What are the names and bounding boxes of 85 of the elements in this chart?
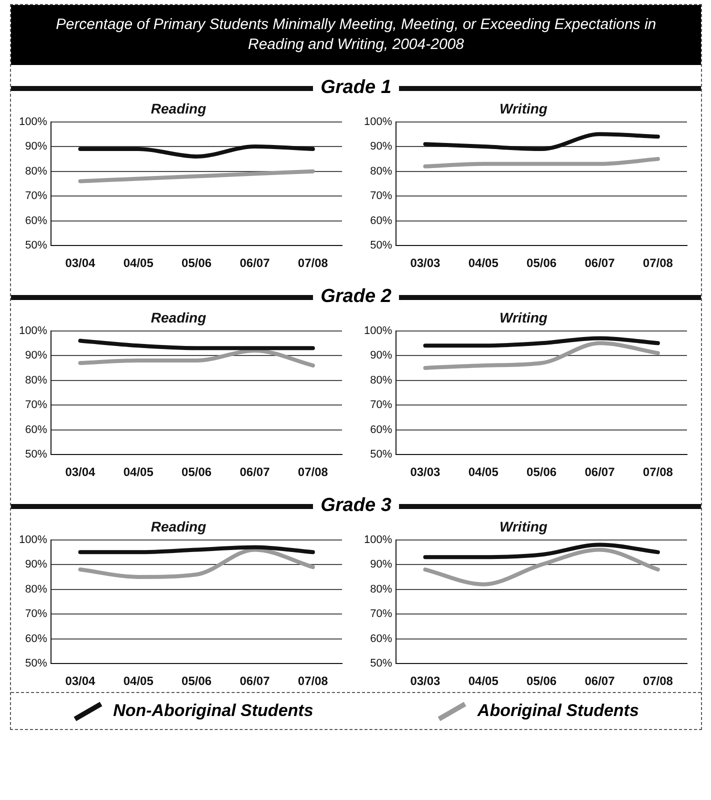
y-tick-label: 70% [370,399,392,412]
y-tick-label: 100% [18,324,48,337]
y-tick-label: 100% [364,534,392,546]
y-tick-label: 70% [25,399,48,412]
y-tick-label: 100% [364,116,392,128]
y-tick-label: 90% [370,350,392,362]
x-tick-label: 05/06 [526,465,557,480]
line-series [423,341,660,370]
x-tick-label: 05/06 [526,674,557,688]
x-tick-label: 04/05 [123,465,154,480]
x-tick-label: 06/07 [240,674,270,688]
chart-title: Reading [150,100,207,116]
y-tick-label: 60% [25,214,48,227]
x-tick-label: 03/03 [410,465,441,480]
y-tick-label: 60% [370,632,392,645]
x-tick-label: 06/07 [240,465,270,480]
y-tick-label: 60% [25,424,48,436]
y-tick-label: 70% [370,190,392,202]
chart-subtitle: Grade 2 [320,286,392,308]
legend-label: Non-Aboriginal Students [113,701,314,721]
line-series [423,542,660,560]
y-tick-label: 100% [364,324,392,337]
x-tick-label: 03/04 [65,674,96,688]
y-tick-label: 80% [370,583,392,596]
y-tick-label: 70% [25,608,48,620]
line-series [78,348,315,368]
line-series [423,548,660,586]
x-tick-label: 04/05 [468,256,499,270]
x-tick-label: 06/07 [584,465,616,480]
line-series [78,548,315,579]
y-tick-label: 90% [25,140,48,153]
x-tick-label: 06/07 [584,256,616,270]
x-tick-label: 06/07 [240,256,270,270]
y-tick-label: 100% [18,116,48,128]
y-tick-label: 70% [370,608,392,620]
chart-title: Writing [500,100,548,116]
text: Percentage of Primary Students Minimally Meeting, Meeting, or Exceeding Expectations in Reading and Writing, 2004-2008 [11,5,701,65]
y-tick-label: 50% [25,448,48,461]
x-tick-label: 03/03 [410,256,441,270]
y-tick-label: 90% [25,558,48,571]
y-tick-label: 50% [370,240,392,252]
y-tick-label: 50% [370,658,392,670]
x-tick-label: 07/08 [642,256,674,270]
y-tick-label: 60% [370,424,392,436]
y-tick-label: 50% [25,658,48,670]
x-tick-label: 04/05 [123,256,154,270]
y-tick-label: 50% [370,448,392,461]
y-tick-label: 50% [25,240,48,252]
y-tick-label: 100% [18,534,48,546]
line-series [78,169,315,184]
y-tick-label: 80% [25,374,48,386]
x-tick-label: 07/08 [298,256,328,270]
chart-title: Reading [150,518,207,534]
x-tick-label: 04/05 [468,674,499,688]
x-tick-label: 05/06 [182,256,212,270]
x-tick-label: 06/07 [584,674,616,688]
chart-subtitle: Grade 1 [320,77,392,99]
y-tick-label: 80% [25,165,48,178]
line-series [423,132,660,152]
y-tick-label: 80% [370,374,392,386]
chart-subtitle: Grade 3 [320,495,392,517]
y-tick-label: 60% [25,632,48,645]
legend-label: Aboriginal Students [477,701,639,721]
y-tick-label: 80% [370,165,392,178]
y-tick-label: 90% [370,558,392,571]
y-tick-label: 70% [25,190,48,202]
x-tick-label: 05/06 [526,256,557,270]
y-tick-label: 80% [25,583,48,596]
x-tick-label: 07/08 [298,465,328,480]
x-tick-label: 04/05 [468,465,499,480]
chart-title: Writing [500,518,548,534]
x-tick-label: 07/08 [298,674,328,688]
x-tick-label: 04/05 [123,674,154,688]
chart-title: Writing [500,309,548,326]
x-tick-label: 07/08 [642,674,674,688]
x-tick-label: 05/06 [182,674,212,688]
x-tick-label: 03/03 [410,674,441,688]
chart-title: Reading [150,309,207,326]
x-tick-label: 07/08 [642,465,674,480]
x-tick-label: 03/04 [65,256,96,270]
y-tick-label: 60% [370,214,392,227]
y-tick-label: 90% [370,140,392,153]
y-tick-label: 90% [25,350,48,362]
x-tick-label: 05/06 [182,465,212,480]
x-tick-label: 03/04 [65,465,96,480]
